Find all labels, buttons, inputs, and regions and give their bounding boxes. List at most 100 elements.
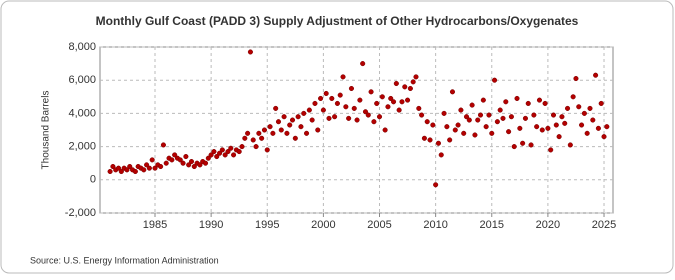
point xyxy=(396,107,402,113)
point xyxy=(110,163,116,170)
point xyxy=(326,115,332,121)
point xyxy=(124,167,130,173)
point xyxy=(256,130,262,136)
point xyxy=(402,84,408,90)
point xyxy=(455,122,461,128)
point xyxy=(508,114,514,120)
point xyxy=(245,130,251,136)
point xyxy=(469,102,475,108)
point xyxy=(542,100,548,106)
point xyxy=(427,137,433,143)
point xyxy=(590,117,596,123)
plot-area xyxy=(99,46,614,214)
point xyxy=(553,122,559,128)
point xyxy=(127,163,133,170)
point xyxy=(441,110,447,116)
point xyxy=(376,114,383,120)
point xyxy=(273,105,279,111)
point xyxy=(545,125,551,131)
point xyxy=(236,149,242,155)
point xyxy=(525,100,531,106)
point xyxy=(447,137,453,143)
point xyxy=(393,80,399,87)
point xyxy=(144,162,150,168)
point xyxy=(584,130,590,136)
point xyxy=(514,95,520,102)
point xyxy=(141,167,147,173)
point xyxy=(323,90,329,97)
point xyxy=(292,135,298,141)
chart-title: Monthly Gulf Coast (PADD 3) Supply Adjus… xyxy=(96,14,579,28)
point xyxy=(573,75,579,82)
x-tick-label: 2005 xyxy=(367,219,391,231)
point xyxy=(489,130,495,136)
y-axis-label: Thousand Barrels xyxy=(41,91,52,170)
point xyxy=(231,152,237,158)
point xyxy=(480,97,486,103)
x-tick-label: 2000 xyxy=(311,219,335,231)
point xyxy=(567,142,573,148)
point xyxy=(354,117,360,123)
point xyxy=(410,79,416,85)
point xyxy=(115,165,122,171)
point xyxy=(559,114,565,120)
y-tick-label: 4,000 xyxy=(68,107,96,119)
point xyxy=(222,152,228,158)
point xyxy=(430,122,436,128)
point xyxy=(186,162,192,168)
point xyxy=(208,152,214,158)
point xyxy=(407,85,413,92)
point xyxy=(413,74,419,80)
point xyxy=(264,147,270,153)
point xyxy=(202,160,209,166)
point xyxy=(329,95,335,102)
point xyxy=(309,117,315,123)
point xyxy=(511,144,517,150)
point xyxy=(390,99,397,105)
point xyxy=(379,94,385,100)
point xyxy=(315,127,321,133)
point xyxy=(169,157,175,163)
point xyxy=(463,114,470,120)
point xyxy=(570,94,576,100)
point xyxy=(374,100,380,106)
point xyxy=(433,182,439,188)
point xyxy=(564,105,571,111)
point xyxy=(503,99,509,105)
point xyxy=(576,104,582,110)
point xyxy=(180,160,186,166)
point xyxy=(461,130,467,136)
point xyxy=(399,99,405,105)
point xyxy=(275,119,282,125)
point xyxy=(287,122,293,128)
point xyxy=(318,95,324,102)
point xyxy=(177,157,183,163)
point xyxy=(217,150,223,156)
point xyxy=(188,158,195,165)
point xyxy=(301,110,307,116)
point xyxy=(160,142,166,148)
point xyxy=(438,152,444,158)
point xyxy=(239,144,245,150)
point xyxy=(424,119,430,125)
point xyxy=(548,147,554,153)
point xyxy=(528,142,534,148)
point xyxy=(320,107,326,113)
point xyxy=(466,117,472,123)
point xyxy=(416,105,422,111)
point xyxy=(550,112,557,118)
point xyxy=(118,168,124,175)
point xyxy=(281,114,287,120)
point xyxy=(579,122,585,128)
point xyxy=(306,107,312,113)
point xyxy=(536,97,543,103)
point xyxy=(385,104,391,110)
x-tick-label: 2025 xyxy=(592,219,616,231)
point xyxy=(191,163,197,170)
point xyxy=(205,155,211,161)
point xyxy=(421,135,427,141)
point xyxy=(444,124,450,130)
point xyxy=(492,77,498,83)
point xyxy=(506,129,512,135)
point xyxy=(539,127,545,133)
